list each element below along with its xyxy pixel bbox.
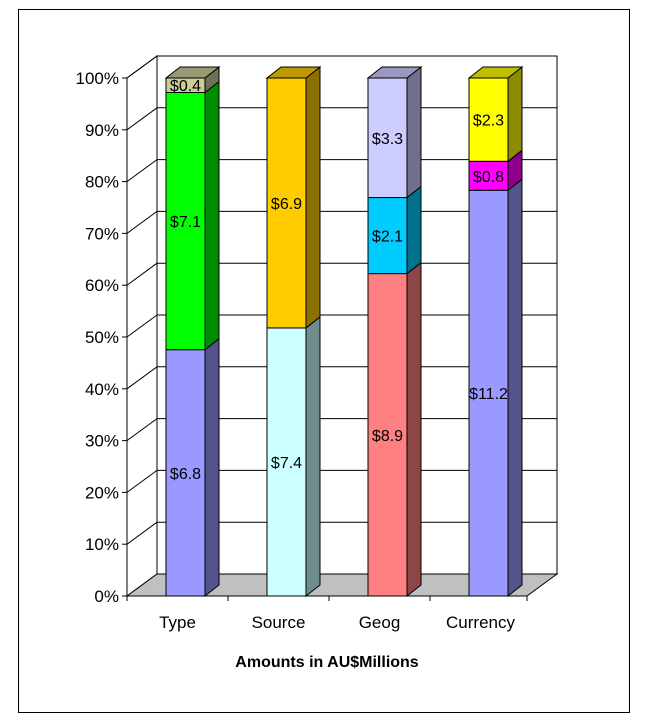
y-tick-label: 40% xyxy=(85,380,119,399)
data-label: $7.1 xyxy=(170,214,201,231)
bar-segment xyxy=(266,77,307,329)
bar-segment-side xyxy=(507,65,523,163)
y-tick-label: 50% xyxy=(85,328,119,347)
data-label: $2.1 xyxy=(372,229,403,246)
y-tick-label: 80% xyxy=(85,173,119,192)
gridline-side xyxy=(126,418,158,442)
data-label: $11.2 xyxy=(469,386,508,403)
data-label: $6.9 xyxy=(271,196,302,213)
x-tick-label: Currency xyxy=(446,613,515,632)
y-tick-label: 60% xyxy=(85,276,119,295)
y-tick-label: 0% xyxy=(94,587,119,606)
data-label: $7.4 xyxy=(271,455,302,472)
bar-segment xyxy=(165,349,206,597)
x-axis-title: Amounts in AU$Millions xyxy=(235,654,419,671)
data-label: $8.9 xyxy=(372,428,403,445)
x-tick-label: Geog xyxy=(359,613,401,632)
bar-top xyxy=(467,66,524,79)
gridline-side xyxy=(126,55,158,79)
data-label: $6.8 xyxy=(170,466,201,483)
bar-segment-side xyxy=(305,65,321,329)
y-tick-label: 70% xyxy=(85,224,119,243)
gridline-side xyxy=(126,469,158,493)
data-label: $0.4 xyxy=(170,78,201,95)
gridline-side xyxy=(126,159,158,183)
bar-segment-side xyxy=(406,185,422,275)
y-tick-label: 30% xyxy=(85,432,119,451)
bar-segment-side xyxy=(406,65,422,199)
x-tick-label: Type xyxy=(159,613,196,632)
bar-segment-side xyxy=(305,315,321,598)
y-tick-label: 20% xyxy=(85,483,119,502)
data-label: $0.8 xyxy=(473,169,504,186)
x-tick-label: Source xyxy=(252,613,306,632)
bar-segment-side xyxy=(204,337,220,598)
gridline-side xyxy=(126,366,158,390)
bar-segment xyxy=(367,197,408,275)
bar-segment-side xyxy=(507,178,523,598)
gridline-side xyxy=(126,210,158,234)
bar-top xyxy=(366,66,423,79)
bar-segment xyxy=(165,91,206,351)
bar-segment xyxy=(468,77,509,162)
y-tick-label: 90% xyxy=(85,121,119,140)
y-tick-label: 10% xyxy=(85,535,119,554)
bar-segment xyxy=(367,273,408,597)
bar-top xyxy=(265,66,322,79)
bars xyxy=(164,65,524,598)
bar-segment-side xyxy=(204,80,220,351)
gridline-side xyxy=(126,262,158,286)
y-tick-label: 100% xyxy=(76,69,119,88)
gridline-side xyxy=(126,107,158,131)
gridline-side xyxy=(126,521,158,545)
data-label: $2.3 xyxy=(473,113,504,130)
bar-segment-side xyxy=(406,261,422,598)
gridline-side xyxy=(126,314,158,338)
axes: 0% 10% 20% 30% 40% 50% 60% 70% 80% 90% 100% Type Sou… xyxy=(76,69,528,632)
data-label: $3.3 xyxy=(372,131,403,148)
data-labels: $6.8 $7.1 $0.4 $7.4 $6.9 $8.9 $2.1 $3.3 $11.2 $0.… xyxy=(170,78,508,483)
bar-top xyxy=(164,66,221,79)
